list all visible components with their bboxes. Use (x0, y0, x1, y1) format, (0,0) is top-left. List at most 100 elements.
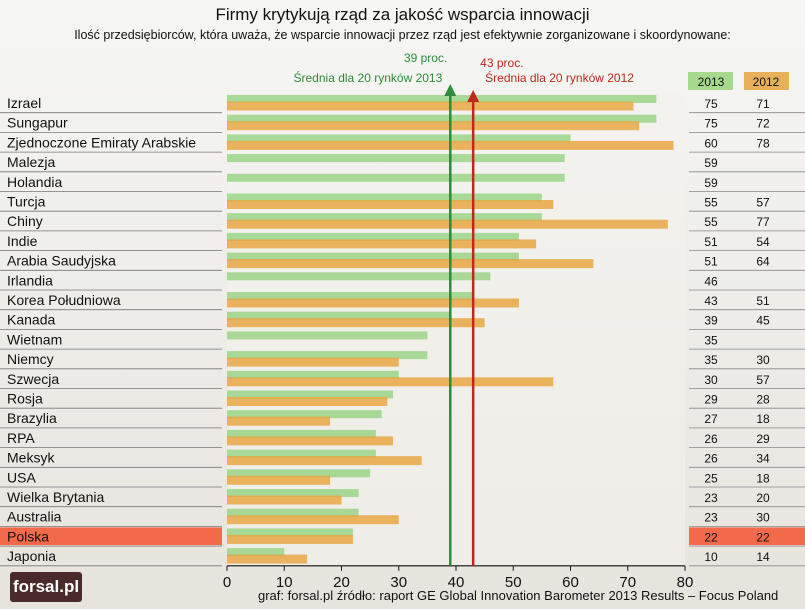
bar-2013-sungapur (227, 114, 657, 123)
bar-2012-indie (227, 239, 537, 249)
x-tick-label: 40 (448, 574, 465, 591)
value-2013: 29 (704, 393, 718, 407)
value-2012: 22 (756, 530, 770, 544)
value-2013: 59 (704, 156, 718, 170)
category-label: Irlandia (7, 272, 53, 288)
bar-2013-arabia-saudyjska (227, 252, 519, 261)
category-label: Wietnam (7, 331, 62, 347)
category-label: Meksyk (7, 450, 55, 466)
bar-2013-indie (227, 232, 519, 241)
bar-2012-meksyk (227, 456, 422, 466)
bar-2012-niemcy (227, 357, 399, 367)
highlight-row-label-bg (0, 527, 222, 546)
value-2013: 51 (704, 255, 718, 269)
average-2013-value: 39 proc. (404, 51, 447, 65)
value-2013: 23 (704, 491, 718, 505)
value-2012: 77 (756, 215, 770, 229)
category-label: Kanada (7, 312, 55, 328)
bar-2012-izrael (227, 101, 634, 111)
forsal-logo: forsal.pl (10, 572, 82, 602)
value-2013: 55 (704, 215, 718, 229)
bar-2013-izrael (227, 95, 657, 103)
value-2012: 14 (756, 550, 770, 564)
average-arrow-2013 (444, 84, 457, 96)
category-label: Japonia (7, 548, 56, 564)
x-tick-label: 60 (562, 574, 579, 591)
bar-2012-turcja (227, 200, 554, 209)
bar-2013-kanada (227, 311, 451, 320)
bar-2013-rosja (227, 390, 394, 399)
category-label: Zjednoczone Emiraty Arabskie (7, 134, 196, 150)
category-label: Brazylia (7, 410, 57, 426)
value-2013: 25 (704, 471, 718, 485)
bar-2013-japonia (227, 548, 285, 557)
value-2012: 30 (756, 353, 770, 367)
value-2012: 57 (756, 373, 770, 387)
bar-2013-turcja (227, 193, 542, 202)
bar-2013-wielka-brytania (227, 489, 359, 497)
value-2012: 18 (756, 471, 770, 485)
category-label: Polska (7, 528, 49, 544)
value-2012: 72 (756, 117, 770, 131)
value-2012: 29 (756, 432, 770, 446)
category-label: Holandia (7, 174, 62, 190)
value-2013: 43 (704, 294, 718, 308)
bar-2013-irlandia (227, 272, 491, 281)
value-2012: 57 (756, 196, 770, 210)
bar-2013-korea-południowa (227, 292, 474, 300)
value-2012: 28 (756, 393, 770, 407)
bar-2012-polska (227, 534, 353, 544)
bar-2012-arabia-saudyjska (227, 259, 594, 269)
value-2013: 35 (704, 353, 718, 367)
legend-2013-label: 2013 (698, 75, 725, 89)
value-2012: 20 (756, 491, 770, 505)
source-footer: graf: forsal.pl źródło: raport GE Global… (258, 588, 779, 603)
legend-2012-label: 2012 (753, 75, 780, 89)
value-2012: 71 (756, 97, 770, 111)
category-label: Izrael (7, 95, 41, 111)
x-tick-label: 30 (390, 574, 407, 591)
category-label: Szwecja (7, 371, 59, 387)
category-label: Sungapur (7, 115, 68, 131)
value-2013: 39 (704, 314, 718, 328)
legend-2013-swatch (688, 72, 733, 90)
bar-2012-chiny (227, 219, 668, 229)
legend-2012-swatch (744, 72, 789, 90)
value-2012: 64 (756, 255, 770, 269)
bar-2012-usa (227, 475, 331, 485)
category-label: Chiny (7, 213, 43, 229)
category-label: Australia (7, 509, 62, 525)
average-2013-label: Średnia dla 20 rynków 2013 (294, 70, 443, 85)
average-2012-label: Średnia dla 20 rynków 2012 (485, 70, 634, 85)
category-label: Turcja (7, 194, 46, 210)
value-2013: 75 (704, 117, 718, 131)
bar-2012-rosja (227, 397, 388, 406)
chart-subtitle: Ilość przedsiębiorców, która uważa, że w… (74, 28, 731, 42)
value-2012: 45 (756, 314, 770, 328)
bar-2013-zjednoczone-emiraty-arabskie (227, 134, 571, 143)
value-2012: 54 (756, 235, 770, 249)
bar-2013-rpa (227, 429, 376, 438)
value-2012: 78 (756, 136, 770, 150)
bar-2013-usa (227, 469, 371, 478)
x-tick-label: 0 (223, 574, 231, 591)
value-2013: 60 (704, 136, 718, 150)
category-label: Rosja (7, 391, 43, 407)
bar-2012-wielka-brytania (227, 495, 342, 505)
value-2012: 34 (756, 452, 770, 466)
category-label: Malezja (7, 154, 55, 170)
plot-area (227, 93, 685, 566)
bar-2012-szwecja (227, 377, 554, 387)
bar-2013-australia (227, 508, 359, 517)
bar-2013-niemcy (227, 351, 428, 360)
x-tick-label: 80 (677, 574, 694, 591)
bar-2013-brazylia (227, 410, 382, 419)
value-2013: 35 (704, 333, 718, 347)
value-2013: 27 (704, 412, 718, 426)
category-label: Korea Południowa (7, 292, 121, 308)
bar-2013-szwecja (227, 370, 399, 379)
bar-2012-sungapur (227, 121, 640, 131)
bar-2013-chiny (227, 213, 542, 222)
chart-title: Firmy krytykują rząd za jakość wsparcia … (215, 5, 590, 24)
category-label: Wielka Brytania (7, 489, 104, 505)
